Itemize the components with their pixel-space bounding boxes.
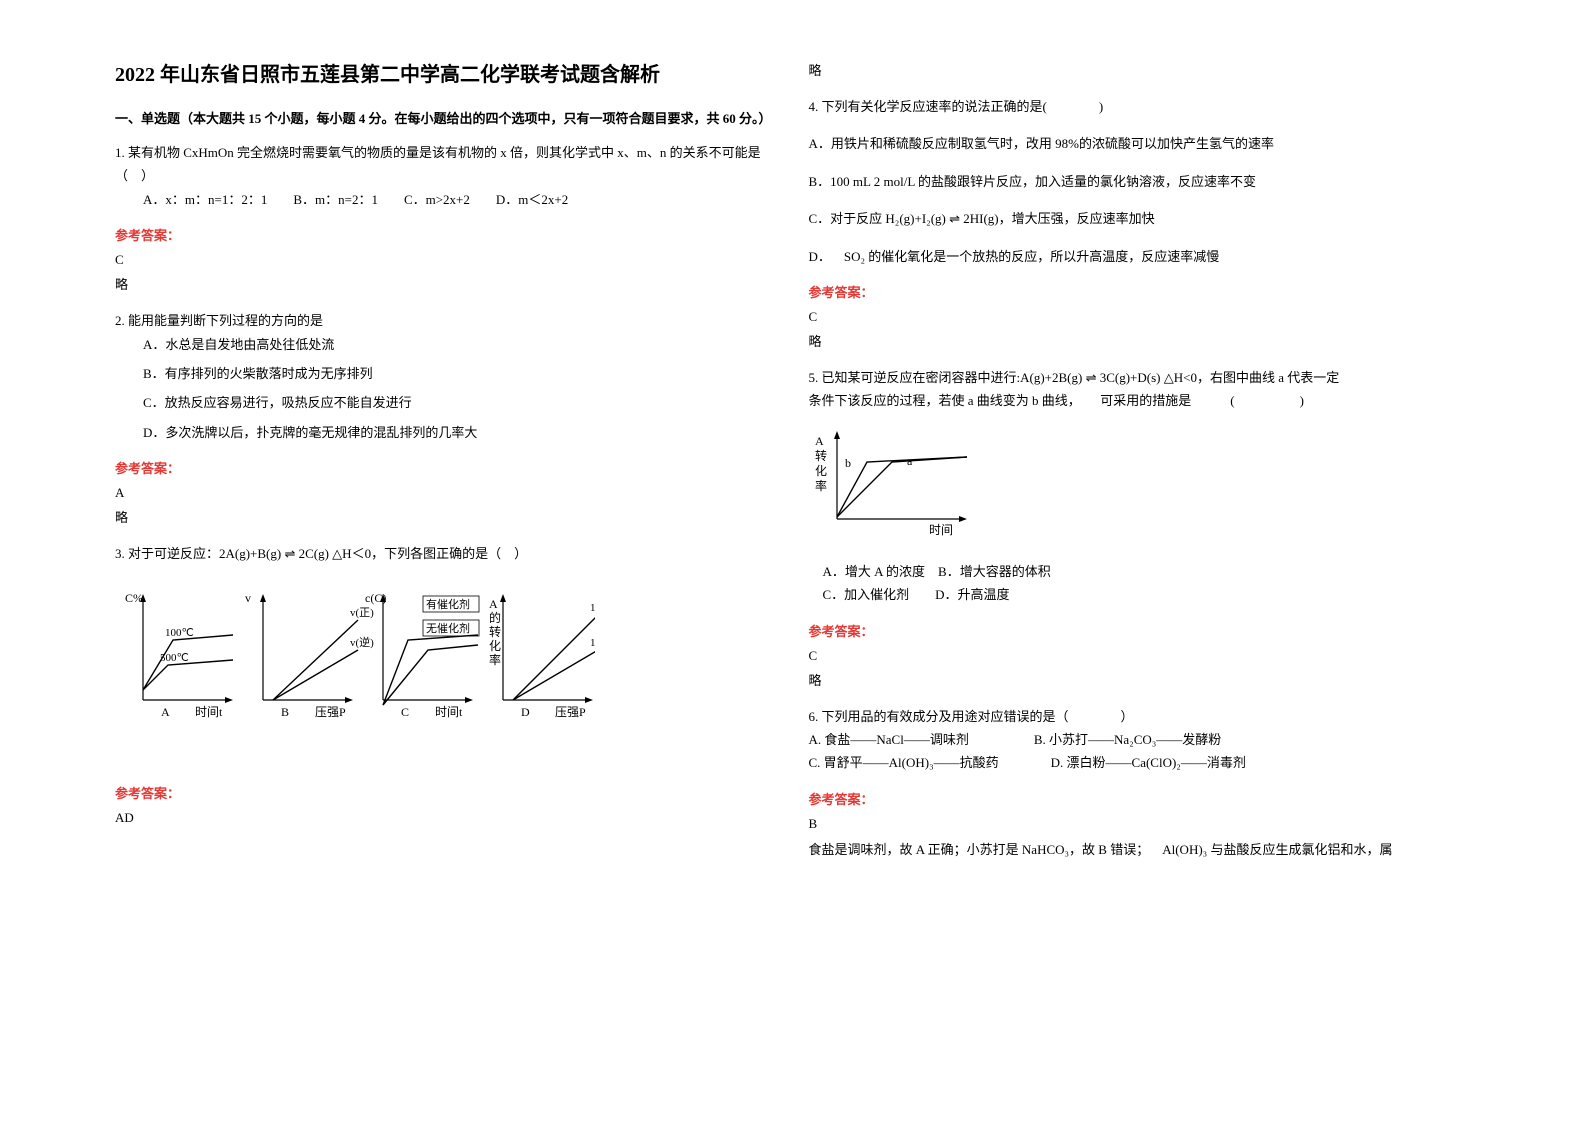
- q4-stem: 4. 下列有关化学反应速率的说法正确的是( ): [809, 95, 1473, 118]
- svg-text:b: b: [845, 456, 851, 470]
- q5-opts1: A．增大 A 的浓度 B．增大容器的体积: [823, 560, 1473, 583]
- svg-text:A: A: [161, 705, 170, 719]
- svg-text:D: D: [521, 705, 530, 719]
- q3-brief: 略: [809, 60, 1473, 79]
- q3-svg: C% 时间t A 100℃ 500℃ v 压强P Bv(正) v(逆) c(C) 时间t C 有催化剂无…: [115, 580, 595, 760]
- q2-brief: 略: [115, 507, 779, 526]
- svg-text:时间: 时间: [929, 523, 953, 537]
- svg-text:转: 转: [815, 448, 827, 463]
- svg-text:A: A: [815, 434, 824, 448]
- section-heading: 一、单选题（本大题共 15 个小题，每小题 4 分。在每小题给出的四个选项中，只…: [115, 108, 779, 127]
- q1-answer-label: 参考答案：: [115, 225, 779, 244]
- q3-answer-label: 参考答案：: [115, 783, 779, 802]
- svg-text:v(正): v(正): [350, 607, 374, 619]
- svg-text:C: C: [401, 705, 409, 719]
- page-title: 2022 年山东省日照市五莲县第二中学高二化学联考试题含解析: [115, 60, 779, 90]
- q5-stem1: 5. 已知某可逆反应在密闭容器中进行:A(g)+2B(g) ⇌ 3C(g)+D(…: [809, 366, 1473, 389]
- svg-text:化: 化: [815, 464, 827, 478]
- q5-answer: C: [809, 648, 1473, 664]
- q4-opt-a: A．用铁片和稀硫酸反应制取氢气时，改用 98%的浓硫酸可以加快产生氢气的速率: [809, 132, 1473, 155]
- q1-options: A．x：m：n=1：2：1 B．m：n=2：1 C．m>2x+2 D．m＜2x+…: [115, 188, 779, 211]
- q4-opt-b: B．100 mL 2 mol/L 的盐酸跟锌片反应，加入适量的氯化钠溶液，反应速…: [809, 170, 1473, 193]
- q6-row2: C. 胃舒平——Al(OH)₃——抗酸药 D. 漂白粉——Ca(ClO)₂——消…: [809, 751, 1473, 774]
- q4-opt-c: C．对于反应 H₂(g)+I₂(g) ⇌ 2HI(g)，增大压强，反应速率加快: [809, 207, 1473, 230]
- q2-answer: A: [115, 485, 779, 501]
- q5-stem2: 条件下该反应的过程，若使 a 曲线变为 b 曲线， 可采用的措施是 ( ): [809, 389, 1473, 412]
- svg-text:a: a: [907, 454, 913, 468]
- svg-text:C%: C%: [125, 591, 143, 605]
- svg-text:500℃: 500℃: [160, 652, 189, 664]
- q3-stem: 3. 对于可逆反应：2A(g)+B(g) ⇌ 2C(g) △H＜0，下列各图正确…: [115, 542, 779, 565]
- q3-charts: C% 时间t A 100℃ 500℃ v 压强P Bv(正) v(逆) c(C) 时间t C 有催化剂无…: [115, 580, 779, 765]
- q6-row1: A. 食盐——NaCl——调味剂 B. 小苏打——Na₂CO₃——发酵粉: [809, 728, 1473, 751]
- q1-answer: C: [115, 252, 779, 268]
- q4-opt-d: D． SO₂ 的催化氧化是一个放热的反应，所以升高温度，反应速率减慢: [809, 245, 1473, 268]
- q4-brief: 略: [809, 331, 1473, 350]
- svg-text:100℃: 100℃: [165, 627, 194, 639]
- q5-answer-label: 参考答案：: [809, 621, 1473, 640]
- svg-text:B: B: [281, 705, 289, 719]
- svg-text:的: 的: [489, 610, 501, 625]
- question-2: 2. 能用能量判断下列过程的方向的是 A．水总是自发地由高处往低处流 B．有序排…: [115, 309, 779, 444]
- right-column: 略 4. 下列有关化学反应速率的说法正确的是( ) A．用铁片和稀硫酸反应制取氢…: [794, 60, 1488, 1082]
- svg-text:压强P: 压强P: [315, 705, 346, 719]
- svg-text:化: 化: [489, 639, 501, 653]
- svg-text:c(C): c(C): [365, 591, 386, 605]
- svg-text:A: A: [489, 597, 498, 611]
- q5-options: A．增大 A 的浓度 B．增大容器的体积 C．加入催化剂 D．升高温度: [809, 560, 1473, 607]
- q2-answer-label: 参考答案：: [115, 458, 779, 477]
- q6-stem: 6. 下列用品的有效成分及用途对应错误的是（ ）: [809, 705, 1473, 728]
- svg-text:时间t: 时间t: [435, 705, 463, 719]
- q2-stem: 2. 能用能量判断下列过程的方向的是: [115, 309, 779, 332]
- q6-explanation: 食盐是调味剂，故 A 正确；小苏打是 NaHCO₃，故 B 错误； Al(OH)…: [809, 838, 1473, 861]
- left-column: 2022 年山东省日照市五莲县第二中学高二化学联考试题含解析 一、单选题（本大题…: [100, 60, 794, 1082]
- q6-answer-label: 参考答案：: [809, 789, 1473, 808]
- q1-stem: 1. 某有机物 CxHmOn 完全燃烧时需要氧气的物质的量是该有机物的 x 倍，…: [115, 141, 779, 188]
- question-5: 5. 已知某可逆反应在密闭容器中进行:A(g)+2B(g) ⇌ 3C(g)+D(…: [809, 366, 1473, 413]
- svg-text:v(逆): v(逆): [350, 635, 374, 649]
- q2-opt-d: D．多次洗牌以后，扑克牌的毫无规律的混乱排列的几率大: [115, 421, 779, 444]
- svg-text:时间t: 时间t: [195, 705, 223, 719]
- svg-text:压强P: 压强P: [555, 705, 586, 719]
- q5-chart: A转化率时间 a b: [809, 427, 1473, 542]
- question-4: 4. 下列有关化学反应速率的说法正确的是( ) A．用铁片和稀硫酸反应制取氢气时…: [809, 95, 1473, 268]
- svg-text:无催化剂: 无催化剂: [426, 621, 470, 635]
- question-6: 6. 下列用品的有效成分及用途对应错误的是（ ） A. 食盐——NaCl——调味…: [809, 705, 1473, 775]
- q5-brief: 略: [809, 670, 1473, 689]
- q4-answer: C: [809, 309, 1473, 325]
- question-3: 3. 对于可逆反应：2A(g)+B(g) ⇌ 2C(g) △H＜0，下列各图正确…: [115, 542, 779, 565]
- q5-svg: A转化率时间 a b: [809, 427, 969, 537]
- svg-text:转: 转: [489, 624, 501, 639]
- svg-text:100℃: 100℃: [590, 637, 595, 649]
- q2-opt-b: B．有序排列的火柴散落时成为无序排列: [115, 362, 779, 385]
- svg-text:率: 率: [489, 652, 501, 667]
- q1-brief: 略: [115, 274, 779, 293]
- q6-answer: B: [809, 816, 1473, 832]
- q3-answer: AD: [115, 810, 779, 826]
- q4-answer-label: 参考答案：: [809, 282, 1473, 301]
- svg-text:有催化剂: 有催化剂: [426, 597, 470, 611]
- q2-opt-a: A．水总是自发地由高处往低处流: [115, 333, 779, 356]
- svg-text:10℃: 10℃: [590, 602, 595, 614]
- q2-opt-c: C．放热反应容易进行，吸热反应不能自发进行: [115, 391, 779, 414]
- q5-opts2: C．加入催化剂 D．升高温度: [823, 583, 1473, 606]
- question-1: 1. 某有机物 CxHmOn 完全燃烧时需要氧气的物质的量是该有机物的 x 倍，…: [115, 141, 779, 211]
- svg-text:v: v: [245, 591, 251, 605]
- svg-text:率: 率: [815, 478, 827, 493]
